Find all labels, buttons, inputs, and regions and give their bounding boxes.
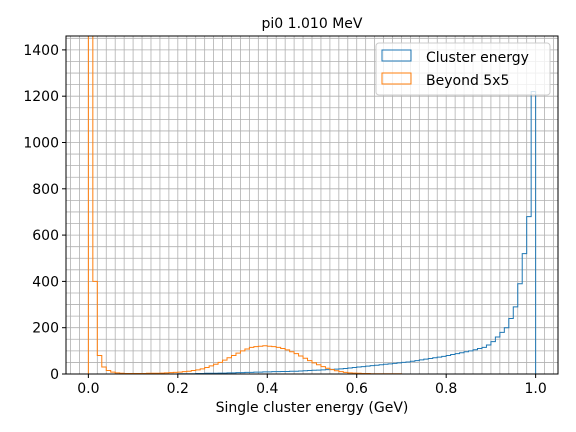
y-tick-label: 1200 <box>23 89 59 105</box>
y-tick-label: 200 <box>32 321 59 337</box>
legend-label-beyond-5x5: Beyond 5x5 <box>426 73 509 89</box>
y-tick-label: 1400 <box>23 43 59 59</box>
series-beyond-5x5-step <box>87 36 536 374</box>
legend: Cluster energy Beyond 5x5 <box>375 42 551 96</box>
chart-title: pi0 1.010 MeV <box>262 16 363 32</box>
legend-label-cluster-energy: Cluster energy <box>426 50 529 66</box>
x-tick-label: 1.0 <box>525 381 547 397</box>
x-axis-label: Single cluster energy (GeV) <box>216 400 409 416</box>
legend-box <box>375 42 551 96</box>
y-tick-label: 600 <box>32 228 59 244</box>
ticks: 0.0 0.2 0.4 0.6 0.8 1.0 0 200 400 600 800 1000 1200 1… <box>23 43 546 397</box>
legend-swatch-beyond-5x5 <box>381 72 412 85</box>
x-tick-label: 0.0 <box>77 381 99 397</box>
x-tick-label: 0.4 <box>256 381 278 397</box>
x-tick-label: 0.6 <box>346 381 368 397</box>
plot-frame <box>65 35 559 375</box>
y-tick-label: 800 <box>32 182 59 198</box>
y-tick-label: 1000 <box>23 135 59 151</box>
y-tick-label: 400 <box>32 274 59 290</box>
x-tick-label: 0.2 <box>167 381 189 397</box>
legend-swatch-cluster-energy <box>381 49 412 62</box>
x-tick-label: 0.8 <box>435 381 457 397</box>
y-tick-label: 0 <box>50 367 59 383</box>
